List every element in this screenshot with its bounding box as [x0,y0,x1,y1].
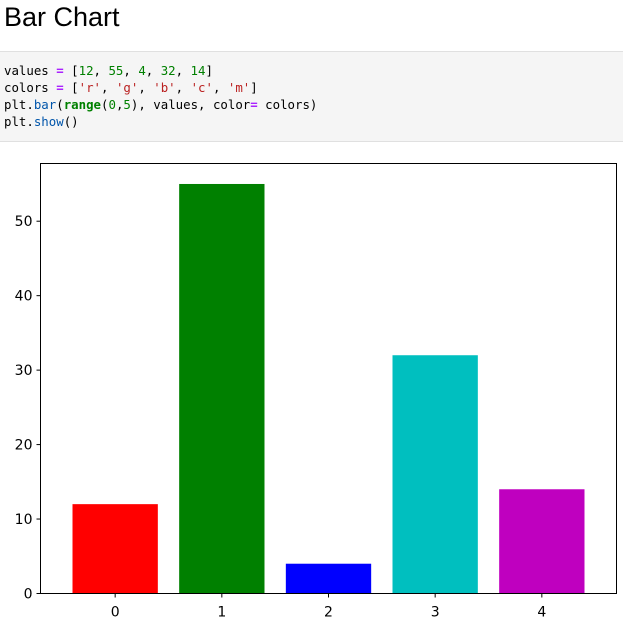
y-axis: 0 10 20 30 40 50 [15,214,41,603]
page-title: Bar Chart [4,2,120,32]
y-tick-label: 30 [15,363,33,379]
code-token: values [4,63,49,78]
plot-frame [40,163,617,594]
code-token: 'b' [153,80,176,95]
code-line: values = [12, 55, 4, 32, 14] [4,63,213,78]
code-token: 'c' [190,80,213,95]
code-token: 32 [160,63,176,78]
bar-4 [499,489,585,594]
code-line: colors = ['r', 'g', 'b', 'c', 'm'] [4,80,258,95]
code-token: 'm' [227,80,251,95]
code-token: = [56,80,64,95]
y-tick-label: 10 [15,512,33,528]
code-token: bar [33,97,57,112]
code-token: colors [4,80,49,95]
y-tick-label: 40 [15,289,33,305]
code-token: 'g' [115,80,139,95]
code-token: = [250,97,258,112]
code-token: 55 [108,63,124,78]
x-tick-label: 0 [111,605,120,621]
code-line: plt.bar(range(0,5), values, color= color… [4,97,318,112]
code-token: 4 [138,63,146,78]
bar-3 [392,355,478,594]
x-tick-label: 1 [217,605,226,621]
bars-group [72,183,585,594]
code-token: range [63,97,102,112]
chart-output: 0 10 20 30 40 50 0 1 2 3 4 [0,142,623,625]
y-tick-label: 0 [24,587,33,603]
bar-chart: 0 10 20 30 40 50 0 1 2 3 4 [15,163,617,621]
code-token: 0 [108,97,116,112]
y-tick-label: 50 [15,214,33,230]
code-token: 5 [123,97,131,112]
code-token: = [56,63,64,78]
y-tick-label: 20 [15,438,33,454]
x-tick-label: 4 [537,605,546,621]
x-axis: 0 1 2 3 4 [111,593,546,621]
x-tick-label: 2 [324,605,333,621]
bar-2 [285,563,372,594]
bar-1 [179,183,265,594]
x-tick-label: 3 [431,605,440,621]
code-token: 12 [78,63,94,78]
bar-0 [72,504,158,594]
code-token: show [33,114,64,129]
code-cell[interactable]: values = [12, 55, 4, 32, 14] colors = ['… [0,51,623,142]
code-line: plt.show() [4,114,79,129]
code-token: 'r' [78,80,102,95]
code-token: 14 [190,63,206,78]
